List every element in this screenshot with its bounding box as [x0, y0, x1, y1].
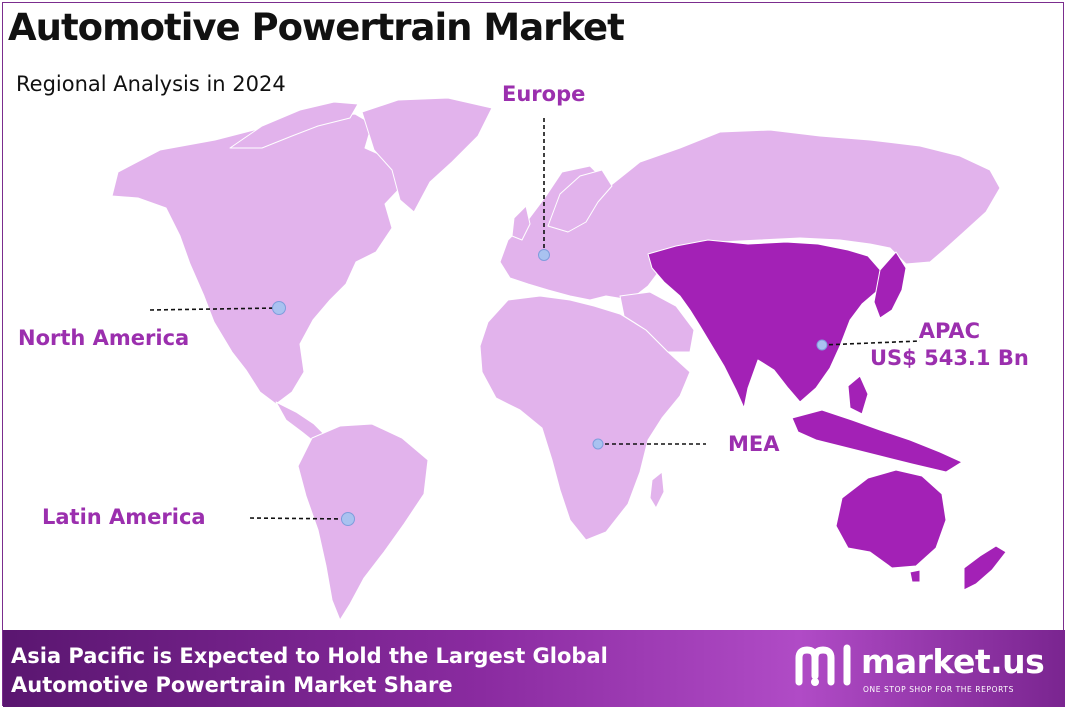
mea-marker-dot-icon	[592, 438, 604, 450]
arctic-islands	[229, 101, 359, 149]
footer-banner: Asia Pacific is Expected to Hold the Lar…	[3, 630, 1065, 707]
uk-landmass	[511, 205, 531, 241]
south-america-landmass	[297, 423, 429, 621]
apac-label-group: APAC US$ 543.1 Bn	[870, 318, 1029, 372]
label-europe: Europe	[502, 82, 586, 106]
tasmania-landmass	[909, 569, 921, 583]
europe-marker-dot-icon	[538, 249, 550, 261]
middle-east-landmass	[619, 291, 695, 353]
label-apac-value: US$ 543.1 Bn	[870, 346, 1029, 370]
australia-landmass	[835, 469, 947, 569]
north-america-leader-line	[149, 307, 279, 311]
scandinavia-landmass	[547, 169, 613, 233]
apac-leader-line	[821, 340, 921, 346]
page-subtitle: Regional Analysis in 2024	[16, 72, 286, 96]
latin-america-marker-dot-icon	[341, 512, 355, 526]
page-title: Automotive Powertrain Market	[8, 6, 625, 49]
north-america-marker-dot-icon	[272, 301, 286, 315]
footer-line-1: Asia Pacific is Expected to Hold the Lar…	[11, 644, 608, 668]
label-north-america: North America	[18, 326, 190, 350]
japan-landmass	[873, 251, 907, 319]
philippines-landmass	[847, 375, 869, 415]
madagascar-landmass	[649, 471, 665, 509]
brand-logo: market.us ONE STOP SHOP FOR THE REPORTS	[793, 642, 1045, 694]
eurasia-landmass	[499, 129, 1001, 301]
brand-name: market.us	[861, 642, 1045, 681]
footer-line-2: Automotive Powertrain Market Share	[11, 673, 453, 697]
new-zealand-landmass	[963, 545, 1007, 591]
footer-message: Asia Pacific is Expected to Hold the Lar…	[11, 642, 608, 700]
market-us-logo-icon	[795, 644, 851, 686]
north-america-landmass	[111, 113, 403, 405]
latin-america-leader-line	[249, 517, 349, 520]
label-apac: APAC	[918, 319, 981, 343]
greenland-landmass	[361, 97, 493, 213]
brand-tagline: ONE STOP SHOP FOR THE REPORTS	[863, 685, 1014, 694]
label-mea: MEA	[728, 432, 780, 456]
label-latin-america: Latin America	[42, 505, 206, 529]
apac-marker-dot-icon	[816, 339, 828, 351]
africa-landmass	[479, 295, 691, 541]
southeast-asia-islands	[791, 409, 963, 473]
apac-mainland	[647, 239, 883, 409]
